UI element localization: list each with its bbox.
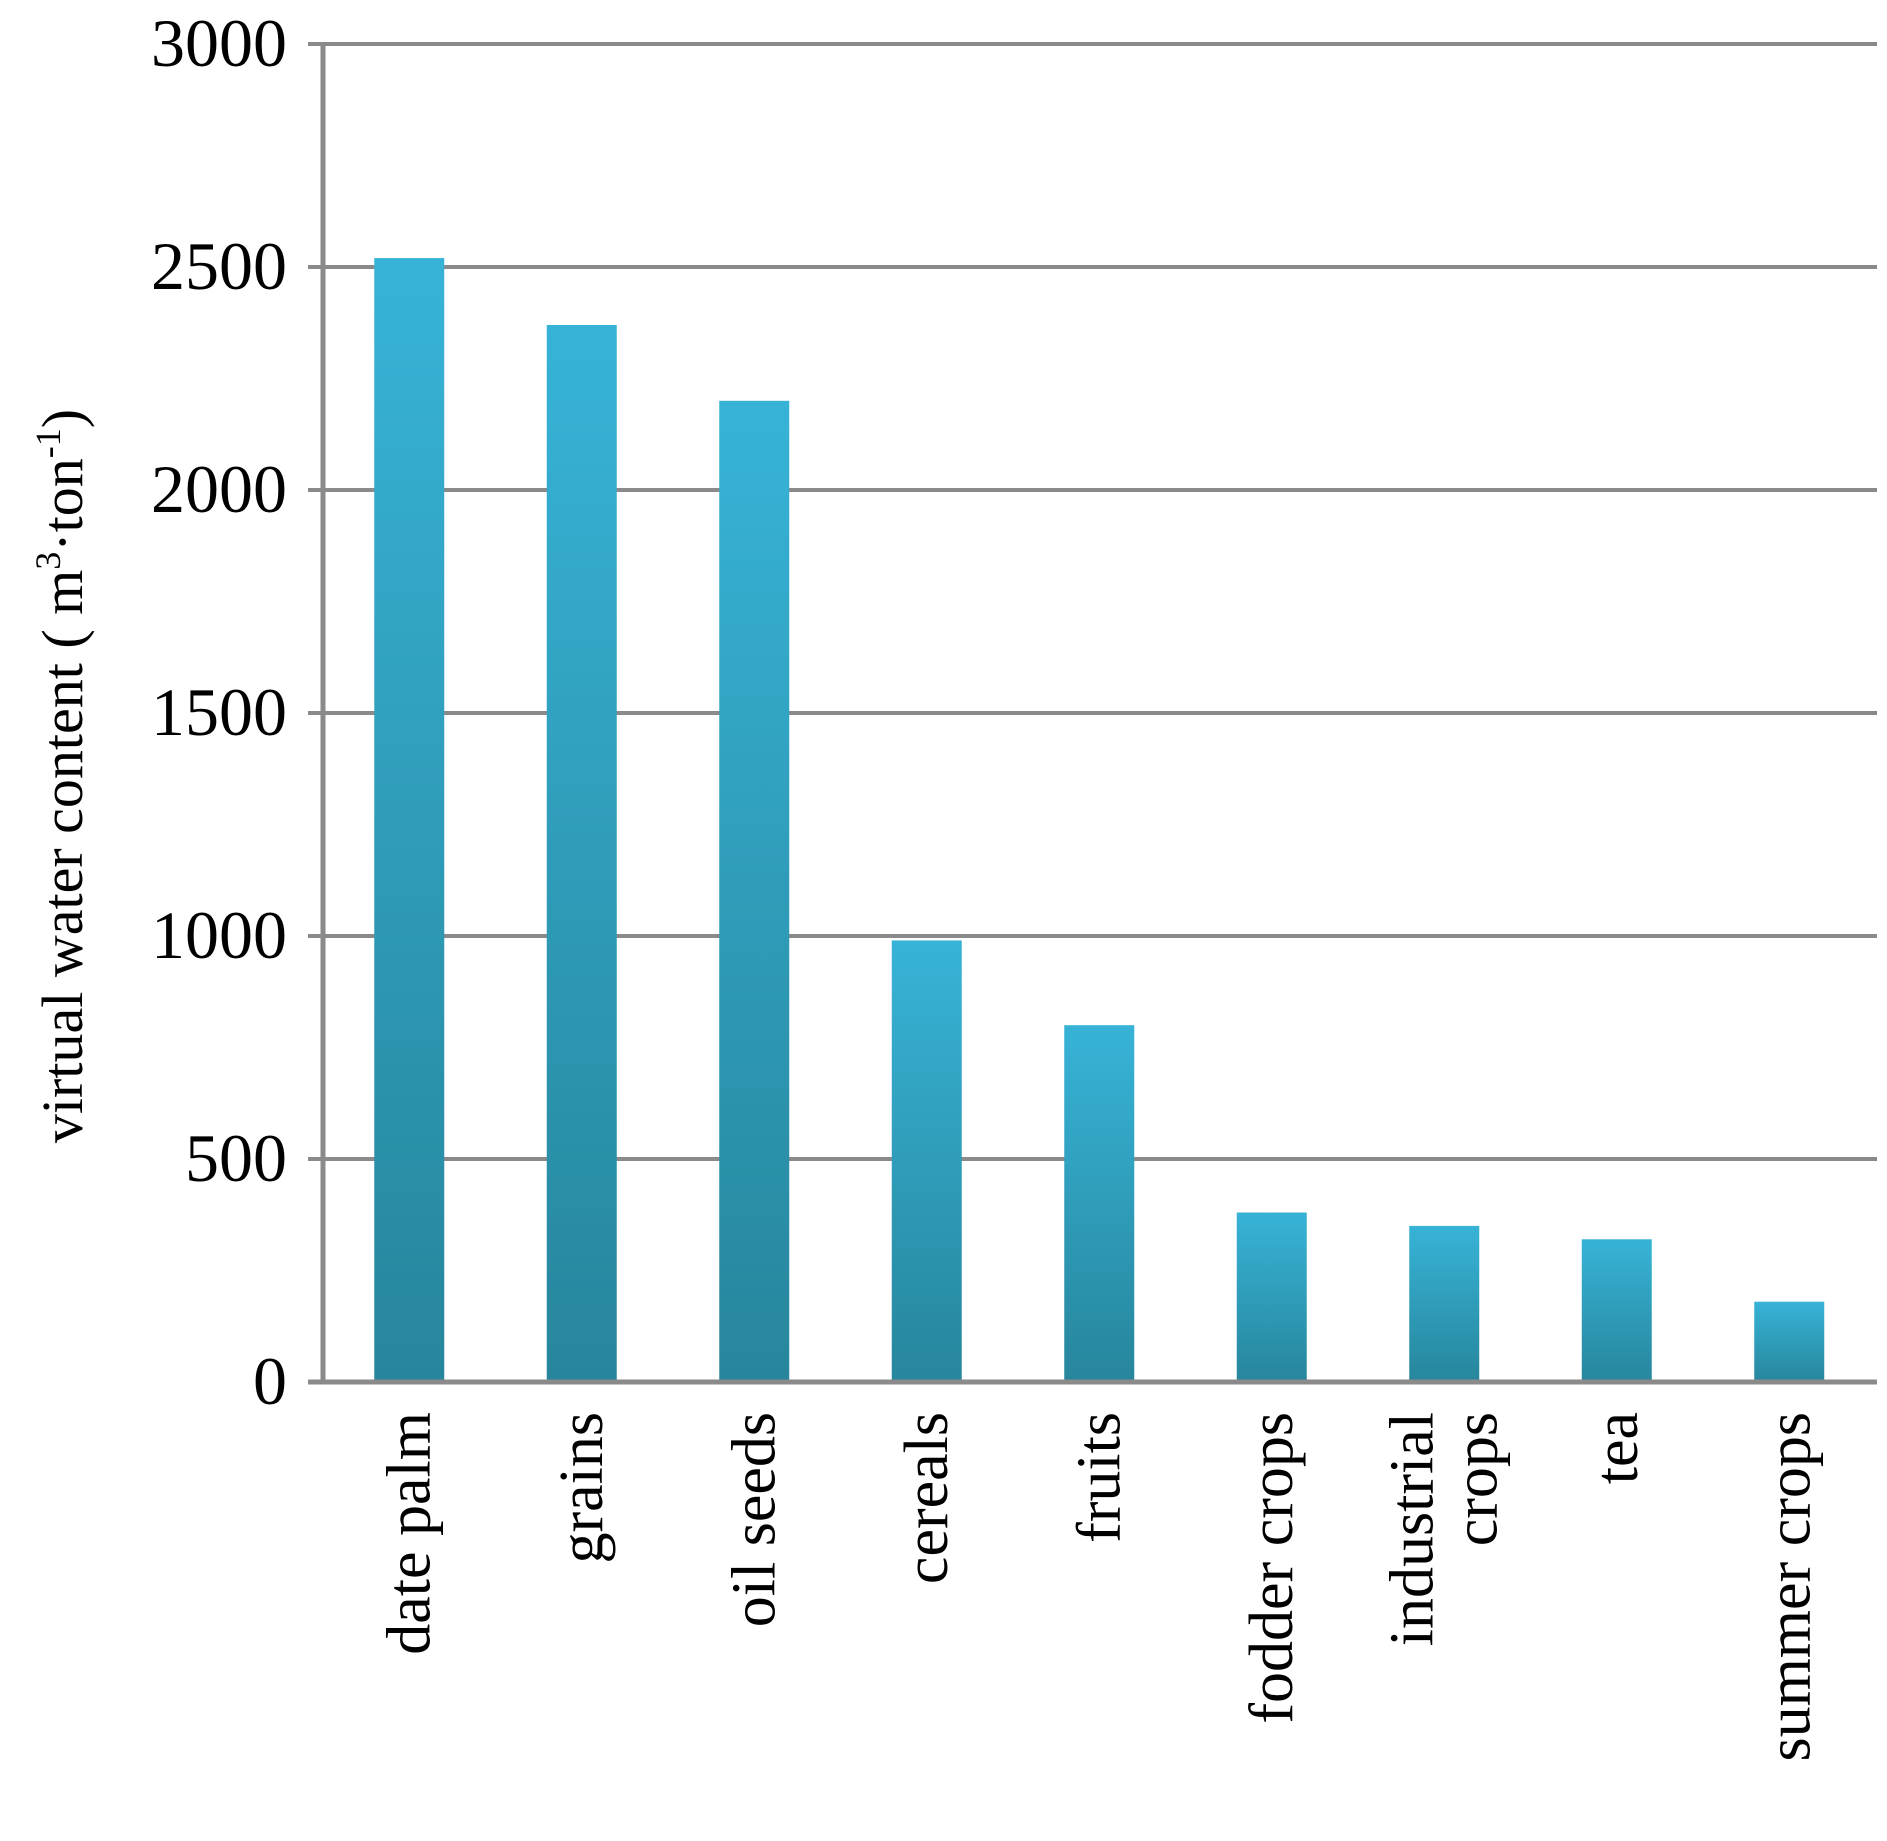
y-axis-title: virtual water content ( m3·ton-1): [28, 409, 95, 1143]
y-axis-title-end: ): [30, 409, 95, 428]
bar: [546, 324, 617, 1383]
x-category-label: grains: [548, 1412, 616, 1564]
bars: [374, 258, 1825, 1383]
bar: [1236, 1212, 1307, 1382]
x-category-labels: date palm grains oil seeds cereals fruits fod…: [375, 1412, 1823, 1762]
x-category-label: crops: [1442, 1412, 1510, 1546]
x-category-label: summer crops: [1755, 1412, 1823, 1762]
y-axis-title-sup1: 3: [28, 552, 68, 570]
bar: [1754, 1301, 1825, 1382]
x-category-label: fodder crops: [1238, 1412, 1306, 1724]
axes: [308, 44, 1877, 1385]
y-tick-label: 1000: [151, 897, 287, 973]
x-category-label: tea: [1583, 1412, 1651, 1484]
x-category-label: oil seeds: [720, 1412, 788, 1627]
x-category-label: date palm: [375, 1412, 443, 1655]
y-axis-title-sup2: -1: [28, 428, 68, 458]
y-tick-label: 1500: [151, 674, 287, 750]
y-axis-title-mid: ·ton: [30, 458, 95, 551]
y-tick-label: 2000: [151, 451, 287, 527]
y-tick-label: 2500: [151, 228, 287, 304]
x-category-label: cereals: [893, 1412, 961, 1584]
y-axis-title-main: virtual water content ( m: [30, 570, 95, 1143]
y-tick-label: 500: [185, 1120, 287, 1196]
bar: [719, 400, 790, 1382]
x-category-label: fruits: [1065, 1412, 1133, 1543]
y-tick-label: 0: [253, 1343, 287, 1419]
bar: [891, 940, 962, 1382]
x-category-label: industrial: [1378, 1412, 1446, 1646]
bar: [374, 258, 445, 1383]
bar: [1581, 1239, 1652, 1382]
y-tick-labels: 0 500 1000 1500 2000 2500 3000: [151, 5, 287, 1419]
y-tick-label: 3000: [151, 5, 287, 81]
bar: [1064, 1025, 1135, 1382]
bar: [1409, 1225, 1480, 1382]
